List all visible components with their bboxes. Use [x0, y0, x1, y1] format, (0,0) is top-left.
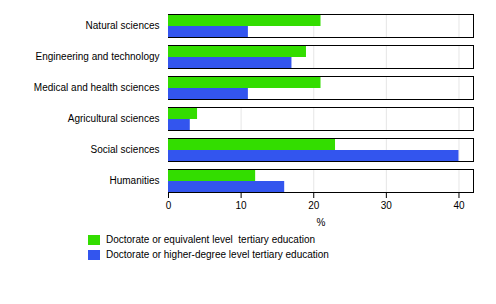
svg-text:40: 40 [453, 200, 465, 211]
svg-text:Natural sciences: Natural sciences [86, 20, 160, 31]
svg-text:Agricultural sciences: Agricultural sciences [68, 113, 160, 124]
svg-text:Medical and health sciences: Medical and health sciences [34, 82, 160, 93]
svg-text:20: 20 [308, 200, 320, 211]
html-text:Doctorate or equivalent level: Doctorate or equivalent level tertiary e… [106, 234, 315, 245]
svg-text:30: 30 [381, 200, 393, 211]
svg-text:Social sciences: Social sciences [91, 144, 160, 155]
svg-text:%: % [317, 217, 326, 228]
svg-text:10: 10 [236, 200, 248, 211]
svg-text:Engineering and technology: Engineering and technology [36, 51, 160, 62]
html-text:Doctorate or higher-degree lev: Doctorate or higher-degree level tertiar… [106, 249, 329, 260]
svg-text:0: 0 [166, 200, 172, 211]
svg-text:Humanities: Humanities [109, 175, 159, 186]
